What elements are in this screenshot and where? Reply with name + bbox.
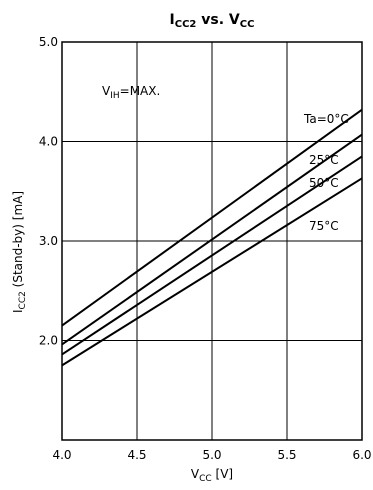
series-label-2: 50°C <box>309 176 339 190</box>
grid <box>61 41 363 440</box>
x-axis-label: VCC [V] <box>191 467 233 484</box>
x-tick-labels: 4.0 4.5 5.0 5.5 6.0 <box>52 448 371 462</box>
y-tick-label-1: 3.0 <box>39 234 58 248</box>
series-label-3: 75°C <box>309 219 339 233</box>
y-tick-label-0: 2.0 <box>39 334 58 348</box>
y-axis-label: ICC2 (Stand-by) [mA] <box>11 191 28 313</box>
chart-title: ICC2 vs. VCC <box>170 12 255 30</box>
x-tick-label-3: 5.5 <box>277 448 296 462</box>
series-label-0: Ta=0°C <box>303 112 349 126</box>
x-tick-label-2: 5.0 <box>202 448 221 462</box>
y-tick-label-3: 5.0 <box>39 35 58 49</box>
series-line-0 <box>61 108 363 327</box>
y-tick-label-2: 4.0 <box>39 135 58 149</box>
plot-frame <box>61 41 363 441</box>
condition-annotation: VIH=MAX. <box>102 84 160 101</box>
series-line-1 <box>61 133 363 346</box>
series-line-2 <box>61 155 363 356</box>
y-tick-labels: 2.0 3.0 4.0 5.0 <box>39 35 58 348</box>
series-lines <box>61 108 363 367</box>
x-tick-label-0: 4.0 <box>52 448 71 462</box>
series-labels: Ta=0°C 25°C 50°C 75°C <box>303 112 349 233</box>
series-line-3 <box>61 177 363 367</box>
x-tick-label-1: 4.5 <box>127 448 146 462</box>
x-tick-label-4: 6.0 <box>352 448 371 462</box>
series-label-1: 25°C <box>309 153 339 167</box>
